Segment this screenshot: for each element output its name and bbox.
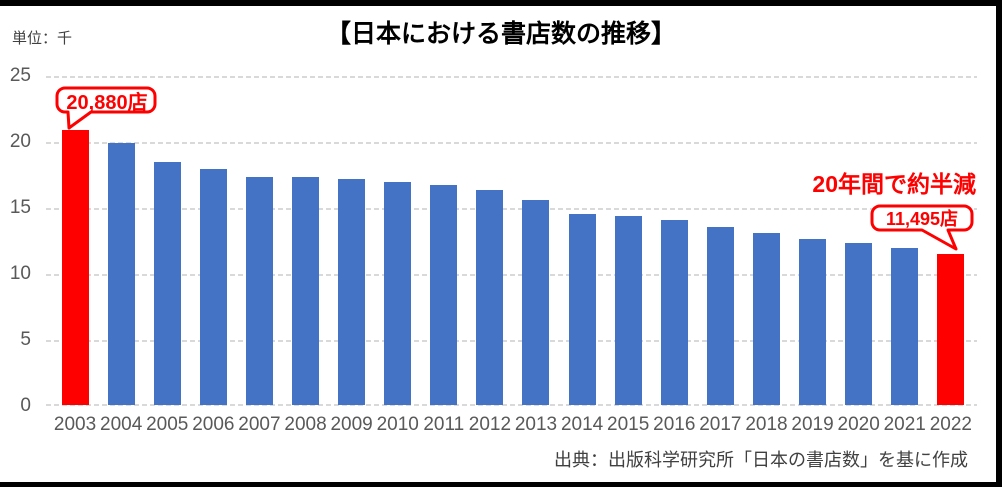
x-tick-2008: 2008 bbox=[284, 414, 327, 435]
bar-2021 bbox=[891, 248, 919, 405]
callout-bubble-2022 bbox=[870, 204, 974, 251]
x-tick-2006: 2006 bbox=[192, 414, 235, 435]
bar-slot-2012 bbox=[467, 76, 513, 405]
bar-slot-2015 bbox=[605, 76, 651, 405]
bar-2018 bbox=[752, 233, 780, 405]
bar-2011 bbox=[430, 185, 458, 405]
x-tick-2004: 2004 bbox=[100, 414, 143, 435]
bar-2013 bbox=[522, 200, 550, 405]
gridline-20 bbox=[46, 142, 977, 144]
bar-slot-2010 bbox=[375, 76, 421, 405]
gridline-10 bbox=[46, 274, 977, 276]
gridlines bbox=[46, 76, 977, 406]
gridline-15 bbox=[46, 208, 977, 210]
y-tick-15: 15 bbox=[9, 197, 31, 218]
bar-2020 bbox=[845, 243, 873, 405]
bar-slot-2020 bbox=[836, 76, 882, 405]
bar-slot-2009 bbox=[329, 76, 375, 405]
x-tick-2013: 2013 bbox=[514, 414, 558, 435]
x-tick-2011: 2011 bbox=[423, 414, 465, 435]
bar-2012 bbox=[476, 189, 504, 405]
bar-slot-2022 bbox=[928, 76, 974, 405]
bar-2007 bbox=[245, 176, 273, 405]
callout-label-2003: 20,880店 bbox=[66, 91, 148, 114]
x-tick-2015: 2015 bbox=[607, 414, 650, 435]
bar-2006 bbox=[199, 169, 227, 405]
x-tick-2010: 2010 bbox=[376, 414, 419, 435]
y-tick-10: 10 bbox=[9, 263, 31, 284]
bar-2010 bbox=[384, 181, 412, 405]
gridline-5 bbox=[46, 340, 977, 342]
y-tick-0: 0 bbox=[20, 395, 31, 416]
bar-2016 bbox=[660, 220, 688, 405]
bar-2015 bbox=[614, 215, 642, 405]
unit-label: 単位：千 bbox=[12, 30, 73, 47]
bar-2009 bbox=[338, 178, 366, 405]
bar-2019 bbox=[799, 239, 827, 405]
bar-slot-2013 bbox=[513, 76, 559, 405]
x-tick-2014: 2014 bbox=[560, 414, 604, 435]
bar-2008 bbox=[292, 176, 320, 405]
x-tick-2016: 2016 bbox=[653, 414, 696, 435]
x-tick-2012: 2012 bbox=[468, 414, 512, 435]
trend-annotation: 20年間で約半減 bbox=[812, 171, 976, 197]
bar-series bbox=[52, 76, 974, 405]
bar-2005 bbox=[153, 161, 181, 405]
bar-slot-2017 bbox=[697, 76, 743, 405]
bar-slot-2016 bbox=[651, 76, 697, 405]
x-tick-2020: 2020 bbox=[837, 414, 880, 435]
bar-2003 bbox=[61, 130, 89, 405]
chart-title: 【日本における書店数の推移】 bbox=[325, 20, 676, 48]
y-axis-labels: 0 5 10 15 20 25 bbox=[0, 65, 31, 416]
bar-slot-2006 bbox=[190, 76, 236, 405]
x-tick-2009: 2009 bbox=[330, 414, 373, 435]
bar-slot-2004 bbox=[98, 76, 144, 405]
bar-2017 bbox=[706, 227, 734, 405]
gridline-25 bbox=[46, 76, 977, 78]
bar-slot-2019 bbox=[790, 76, 836, 405]
bar-slot-2005 bbox=[144, 76, 190, 405]
x-tick-2021: 2021 bbox=[883, 414, 926, 435]
callout-label-2022: 11,495店 bbox=[885, 209, 959, 229]
x-tick-2019: 2019 bbox=[791, 414, 834, 435]
bar-2004 bbox=[107, 142, 135, 405]
bar-slot-2008 bbox=[282, 76, 328, 405]
source-note: 出典：出版科学研究所「日本の書店数」を基に作成 bbox=[554, 450, 968, 470]
bar-slot-2003 bbox=[52, 76, 98, 405]
callout-bubble-2003 bbox=[55, 86, 157, 130]
bar-slot-2014 bbox=[559, 76, 605, 405]
bar-slot-2007 bbox=[236, 76, 282, 405]
bar-2014 bbox=[568, 213, 596, 405]
x-tick-2017: 2017 bbox=[699, 414, 742, 435]
y-tick-5: 5 bbox=[20, 329, 31, 350]
x-tick-2018: 2018 bbox=[745, 414, 788, 435]
bar-slot-2021 bbox=[882, 76, 928, 405]
x-tick-2003: 2003 bbox=[53, 414, 97, 435]
x-tick-2022: 2022 bbox=[929, 414, 972, 435]
gridline-0 bbox=[46, 404, 977, 406]
bar-slot-2018 bbox=[743, 76, 789, 405]
x-tick-2005: 2005 bbox=[146, 414, 189, 435]
bar-2022 bbox=[937, 253, 965, 405]
x-axis-labels: 2003 2004 2005 2006 2007 2008 2009 2010 2011 2012… bbox=[52, 414, 974, 436]
x-tick-2007: 2007 bbox=[238, 414, 281, 435]
y-tick-20: 20 bbox=[9, 131, 31, 152]
bar-slot-2011 bbox=[421, 76, 467, 405]
y-tick-25: 25 bbox=[9, 65, 31, 86]
